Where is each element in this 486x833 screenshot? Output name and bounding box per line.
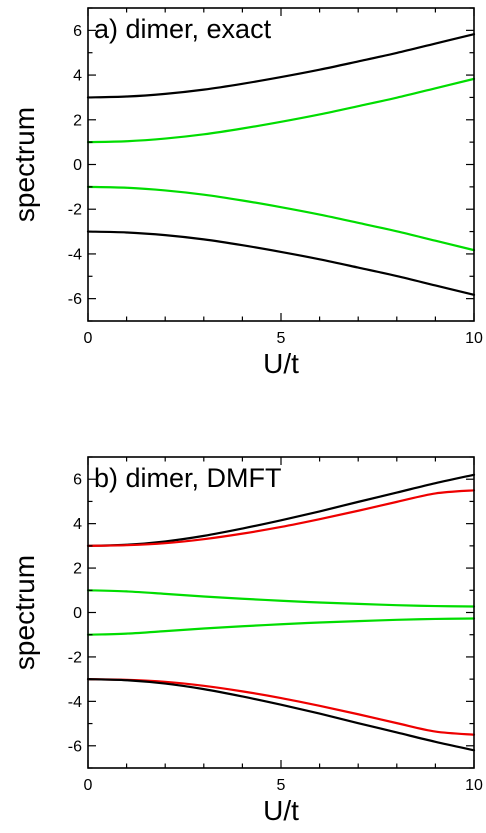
panel-b-series-line-5	[86, 678, 476, 736]
panel-b-y-tick-label: 4	[73, 516, 82, 533]
panel-b-plot-frame	[87, 456, 475, 769]
panel-a-y-tick-label: 6	[73, 23, 82, 40]
panel-b-y-axis-label: spectrum	[9, 555, 40, 670]
panel-a-y-axis-label: spectrum	[9, 107, 40, 222]
panel-a-y-tick-label: 4	[73, 68, 82, 85]
panel-b-series-line-6	[86, 678, 476, 752]
panel-b-y-tick-label: -6	[68, 738, 82, 755]
panel-a-series-line-3	[86, 185, 476, 252]
panel-a-x-tick-label: 10	[465, 330, 483, 347]
panel-a-dimer-exact: 0 5 10 -6 -4 -2 0 2 4 6 U/t spectrum a) dimer, exact	[9, 7, 483, 379]
panel-b-x-tick-label: 5	[277, 777, 286, 794]
panel-b-y-tick-label: 0	[73, 605, 82, 622]
panel-a-x-axis-label: U/t	[263, 348, 299, 379]
panel-a-title: a) dimer, exact	[94, 14, 272, 44]
panel-a-x-tick-label: 5	[277, 330, 286, 347]
panel-a-plot-frame	[87, 7, 475, 322]
panel-b-series-line-2	[86, 489, 476, 547]
panel-b-x-tick-label: 0	[84, 777, 93, 794]
panel-a-series-line-4	[86, 230, 476, 296]
panel-a-y-tick-label: -4	[68, 246, 82, 263]
panel-b-series-line-3	[86, 589, 476, 608]
panel-b-series-line-4	[86, 617, 476, 636]
panel-b-x-axis-label: U/t	[263, 795, 299, 826]
panel-b-x-tick-label: 10	[465, 777, 483, 794]
panel-b-y-tick-label: 2	[73, 561, 82, 578]
panel-b-title: b) dimer, DMFT	[94, 463, 282, 493]
panel-a-x-tick-label: 0	[84, 330, 93, 347]
panel-a-series-line-1	[86, 33, 476, 99]
panel-b-y-tick-label: -4	[68, 694, 82, 711]
panel-b-series-line-1	[86, 473, 476, 547]
panel-a-y-tick-label: 0	[73, 157, 82, 174]
panel-a-y-tick-label: -2	[68, 202, 82, 219]
panel-b-y-tick-label: -2	[68, 649, 82, 666]
panel-a-y-tick-label: -6	[68, 291, 82, 308]
panel-a-y-tick-label: 2	[73, 112, 82, 129]
panel-a-series-line-2	[86, 77, 476, 144]
panel-b-dimer-dmft: 0 5 10 -6 -4 -2 0 2 4 6 U/t spectrum b) dimer, DMFT	[9, 456, 483, 826]
panel-b-y-tick-label: 6	[73, 472, 82, 489]
